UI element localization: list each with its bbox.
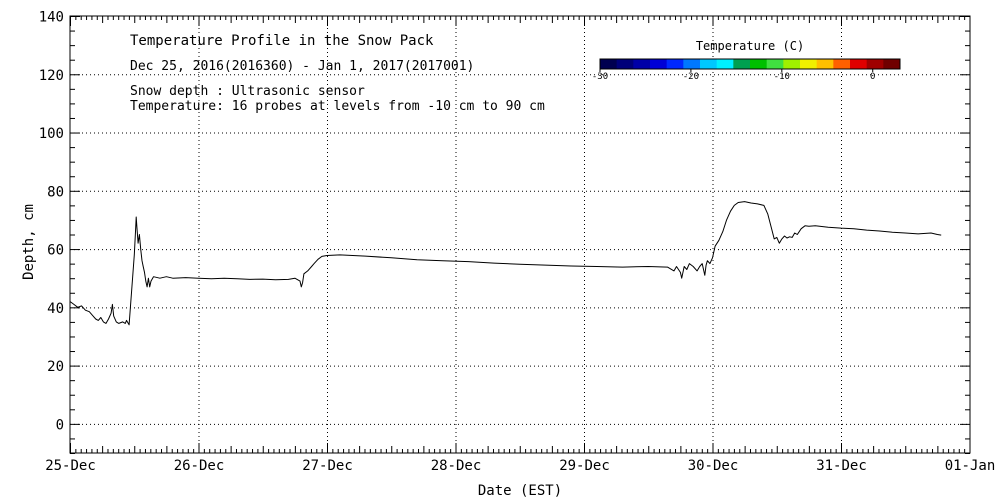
colorbar-swatch [600, 59, 618, 69]
colorbar-swatch [750, 59, 768, 69]
y-tick-label: 60 [47, 243, 64, 259]
colorbar-swatch [866, 59, 884, 69]
colorbar-swatch [650, 59, 668, 69]
y-tick-label: 100 [39, 126, 64, 142]
x-tick-label: 30-Dec [688, 458, 739, 474]
colorbar-swatch [633, 59, 651, 69]
colorbar-swatch [716, 59, 734, 69]
colorbar-swatch [850, 59, 868, 69]
colorbar-swatch [783, 59, 801, 69]
note-probes: Temperature: 16 probes at levels from -1… [130, 99, 545, 114]
plot-area [70, 16, 970, 453]
y-tick-label: 120 [39, 68, 64, 84]
colorbar-swatch [683, 59, 701, 69]
x-axis-title: Date (EST) [478, 483, 562, 499]
chart-subtitle: Dec 25, 2016(2016360) - Jan 1, 2017(2017… [130, 59, 474, 74]
x-tick-label: 25-Dec [45, 458, 96, 474]
colorbar-tick-label: -10 [774, 72, 790, 82]
colorbar-swatch [700, 59, 718, 69]
axis-ticks [70, 16, 971, 454]
colorbar-tick-label: 0 [870, 72, 875, 82]
colorbar-swatch [883, 59, 901, 69]
colorbar-swatch [766, 59, 784, 69]
colorbar-swatch [733, 59, 751, 69]
colorbar-swatch [816, 59, 834, 69]
tick-labels: 25-Dec 26-Dec 27-Dec 28-Dec 29-Dec 30-Dec 31-D… [39, 10, 996, 475]
colorbar-swatch [833, 59, 851, 69]
y-tick-label: 140 [39, 10, 64, 26]
note-sensor: Snow depth : Ultrasonic sensor [130, 84, 365, 99]
x-tick-label: 27-Dec [302, 458, 353, 474]
y-tick-label: 40 [47, 301, 64, 317]
y-tick-label: 0 [56, 417, 64, 433]
colorbar: -30 -20 -10 0 [592, 58, 901, 82]
colorbar-swatch [666, 59, 684, 69]
colorbar-title: Temperature (C) [696, 39, 804, 53]
x-tick-label: 29-Dec [559, 458, 610, 474]
chart-title: Temperature Profile in the Snow Pack [130, 33, 434, 49]
x-tick-label: 31-Dec [816, 458, 867, 474]
colorbar-tick-label: -20 [683, 72, 699, 82]
colorbar-frame [599, 58, 901, 70]
x-tick-label: 01-Jan [945, 458, 996, 474]
y-axis-title: Depth, cm [21, 204, 37, 280]
colorbar-tick-label: -30 [592, 72, 608, 82]
colorbar-swatch [800, 59, 818, 69]
snow-depth-line [69, 201, 942, 326]
y-tick-label: 20 [47, 359, 64, 375]
series-layer [69, 201, 942, 326]
y-tick-label: 80 [47, 184, 64, 200]
colorbar-swatch [616, 59, 634, 69]
x-tick-label: 28-Dec [431, 458, 482, 474]
x-tick-label: 26-Dec [174, 458, 225, 474]
